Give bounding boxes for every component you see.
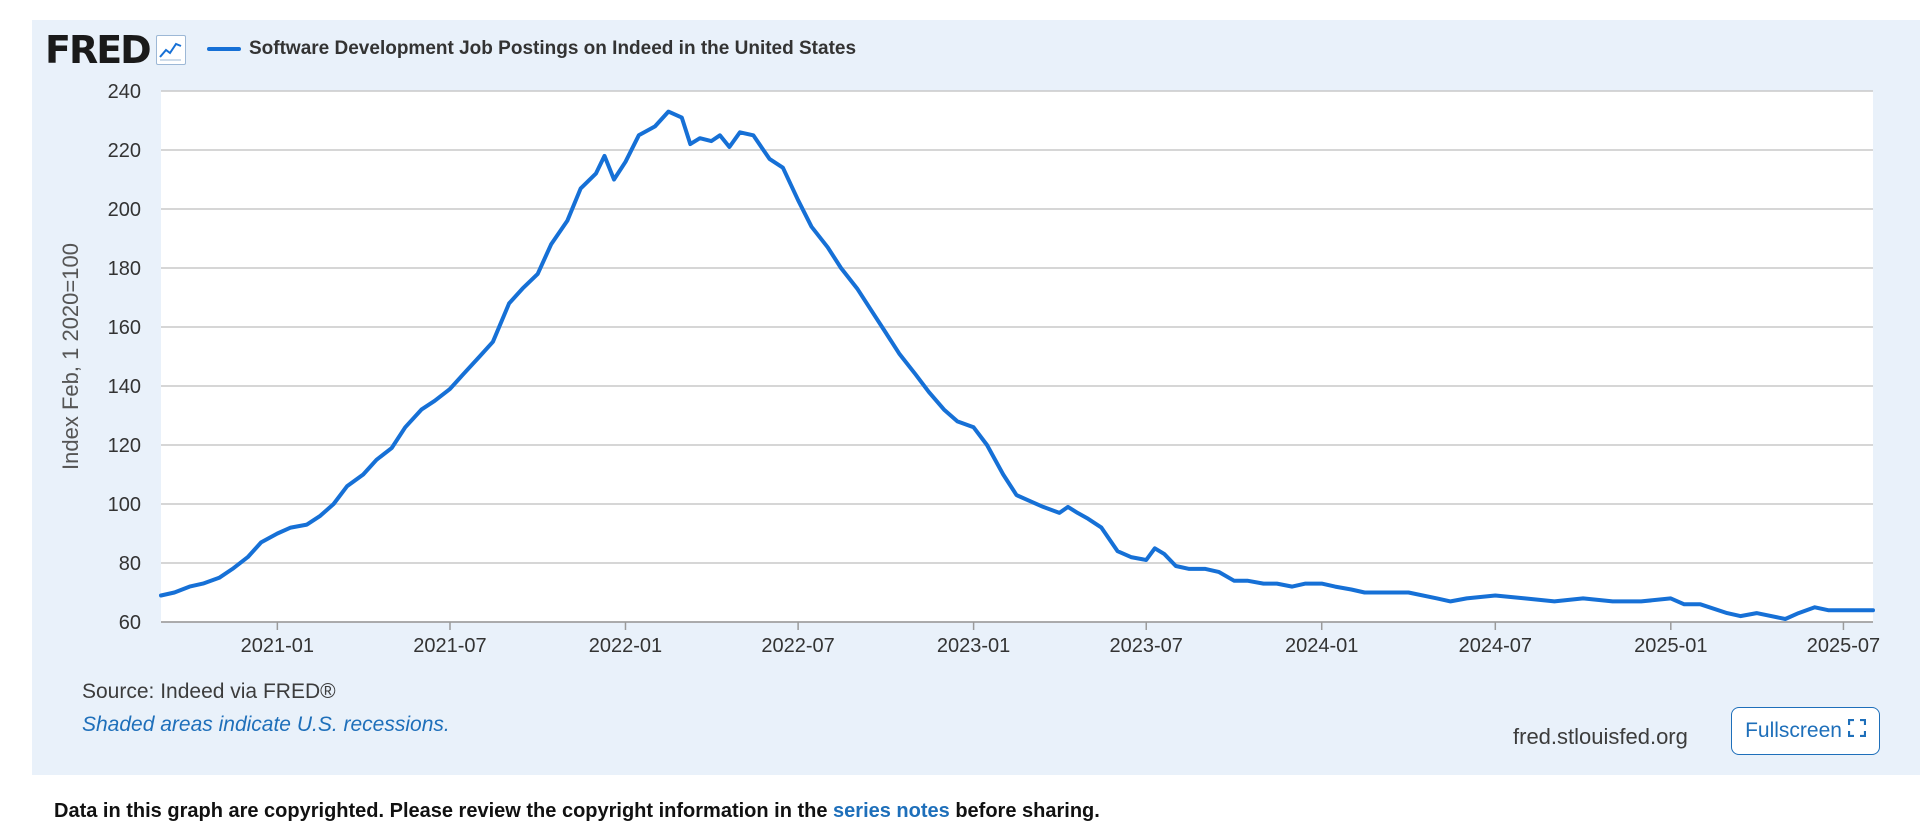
x-tick-label: 2021-01 [241,635,314,657]
series-notes-link[interactable]: series notes [833,800,950,822]
y-tick-label: 140 [108,376,141,398]
x-tick-label: 2025-01 [1634,635,1707,657]
fullscreen-label: Fullscreen [1745,719,1842,742]
plot-area [161,91,1873,622]
y-tick-label: 200 [108,199,141,221]
y-tick-label: 100 [108,494,141,516]
fullscreen-button[interactable]: Fullscreen [1731,707,1880,755]
copyright-note: Data in this graph are copyrighted. Plea… [54,800,1100,823]
x-tick-label: 2023-01 [937,635,1010,657]
copyright-text-end: before sharing. [949,800,1100,822]
series-line [159,109,1875,621]
chart-legend: Software Development Job Postings on Ind… [207,38,856,60]
source-note: Source: Indeed via FRED® [82,680,336,703]
y-tick-label: 60 [119,612,141,634]
y-tick-label: 120 [108,435,141,457]
y-tick-label: 80 [119,553,141,575]
y-tick-label: 160 [108,317,141,339]
recession-note: Shaded areas indicate U.S. recessions. [82,713,450,736]
fred-logo[interactable]: FRED [45,28,186,72]
x-tick-label: 2024-01 [1285,635,1358,657]
x-tick-label: 2021-07 [413,635,486,657]
line-chart-icon [155,35,186,65]
y-tick-label: 180 [108,258,141,280]
x-tick-label: 2025-07 [1807,635,1880,657]
x-tick-label: 2023-07 [1110,635,1183,657]
legend-label: Software Development Job Postings on Ind… [249,38,857,59]
x-tick-label: 2022-01 [589,635,662,657]
y-axis-label: Index Feb, 1 2020=100 [58,243,83,470]
legend-swatch [207,47,241,51]
expand-icon [1847,718,1867,743]
x-tick-label: 2024-07 [1459,635,1532,657]
y-tick-label: 220 [108,140,141,162]
y-tick-label: 240 [108,81,141,103]
site-url: fred.stlouisfed.org [1513,724,1688,749]
x-tick-label: 2022-07 [761,635,834,657]
logo-text: FRED [45,28,152,72]
copyright-text: Data in this graph are copyrighted. Plea… [54,800,834,822]
